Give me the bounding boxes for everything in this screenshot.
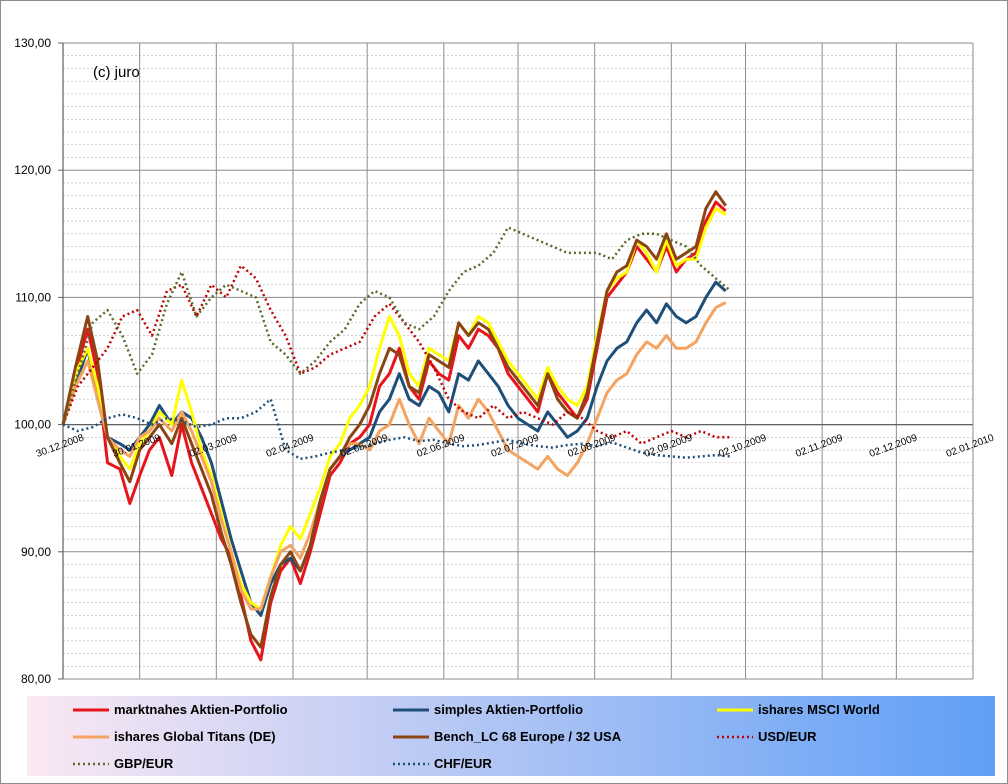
legend-background [27, 696, 995, 776]
y-tick-label: 80,00 [21, 672, 51, 686]
x-tick-label: 02.11.2009 [794, 433, 845, 460]
series-line-5 [61, 190, 727, 649]
legend: marktnahes Aktien-Portfolio simples Aktie… [73, 702, 880, 771]
x-tick-label: 02.12.2009 [868, 432, 919, 460]
legend-label-4: ishares Global Titans (DE) [114, 729, 276, 744]
x-tick-label: 02.03.2009 [188, 432, 239, 460]
y-tick-label: 110,00 [15, 290, 51, 304]
legend-label-3: ishares MSCI World [758, 702, 880, 717]
x-tick-label: 02.08.2009 [566, 432, 617, 460]
x-tick-label: 02.01.2010 [945, 432, 996, 460]
legend-label-8: CHF/EUR [434, 756, 492, 771]
axes [58, 42, 974, 680]
series-line-7 [61, 226, 732, 425]
x-tick-label: 02.04.2009 [265, 432, 316, 460]
chart-annotation: (c) juro [93, 64, 140, 81]
x-tick-label: 02.05.2009 [339, 432, 390, 460]
x-tick-label: 02.10.2009 [717, 432, 768, 460]
legend-label-6: USD/EUR [758, 729, 817, 744]
legend-label-1: marktnahes Aktien-Portfolio [114, 702, 288, 717]
y-tick-label: 100,00 [14, 418, 51, 432]
legend-label-7: GBP/EUR [114, 756, 174, 771]
x-tick-label: 30.12.2008 [35, 432, 86, 460]
legend-label-5: Bench_LC 68 Europe / 32 USA [434, 729, 622, 744]
series-lines [61, 190, 732, 662]
y-tick-label: 90,00 [21, 545, 51, 559]
grid [63, 42, 974, 680]
series-line-1 [61, 200, 727, 662]
legend-label-2: simples Aktien-Portfolio [434, 702, 583, 717]
y-tick-label: 130,00 [14, 36, 51, 50]
series-line-3 [61, 206, 727, 611]
y-tick-label: 120,00 [14, 163, 51, 177]
series-line-4 [61, 301, 727, 611]
